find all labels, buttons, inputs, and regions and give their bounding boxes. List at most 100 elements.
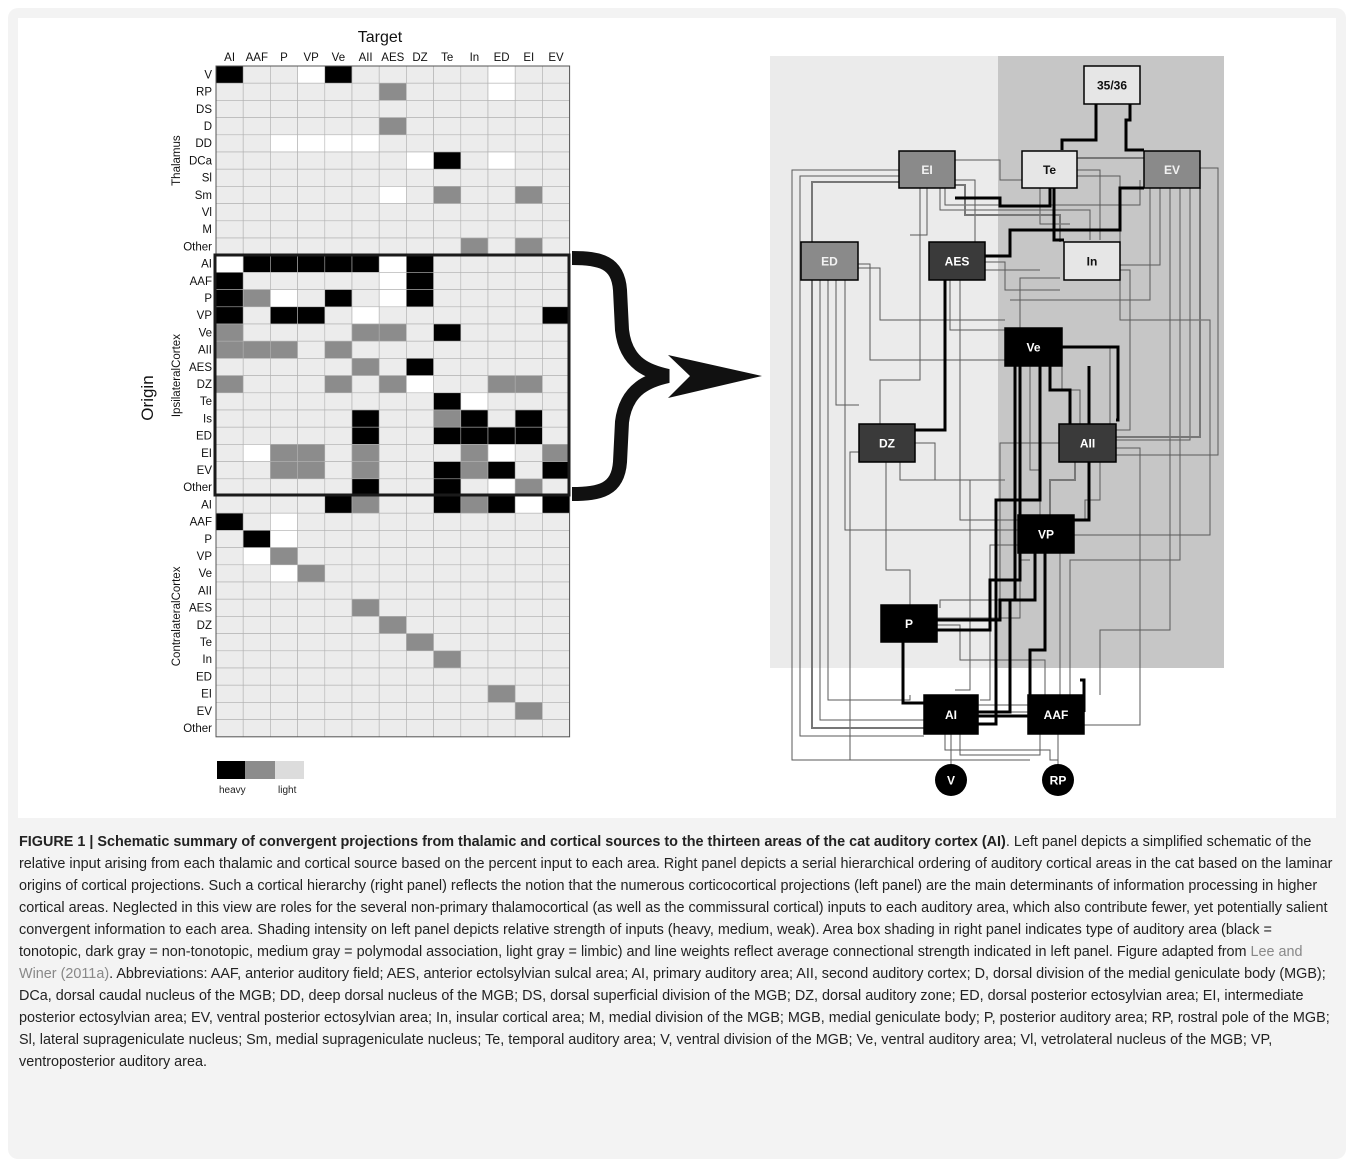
row-label-ipsilateralcortex-vp: VP xyxy=(197,310,213,322)
row-label-contralateralcortex-ed: ED xyxy=(196,671,212,683)
connection-line xyxy=(1116,269,1131,431)
row-label-ipsilateralcortex-te: Te xyxy=(200,396,212,408)
legend-light-swatch xyxy=(275,761,304,779)
target-axis-label: Target xyxy=(358,29,403,46)
connection-line xyxy=(937,366,1017,622)
row-label-contralateralcortex-vp: VP xyxy=(197,551,213,563)
connection-line xyxy=(1074,175,1211,536)
area-node-label: ED xyxy=(821,255,838,269)
connection-line xyxy=(835,280,859,406)
row-label-ipsilateralcortex-ei: EI xyxy=(201,448,212,460)
connection-line xyxy=(1049,462,1076,515)
caption-reference-link[interactable]: Lee and Winer (2011a) xyxy=(19,944,1303,982)
connection-line xyxy=(858,267,1005,321)
row-label-thalamus-m: M xyxy=(202,224,212,236)
connection-line xyxy=(1099,188,1171,695)
area-node-vp: VP xyxy=(1017,514,1075,554)
column-label-te: Te xyxy=(441,52,453,64)
row-label-ipsilateralcortex-dz: DZ xyxy=(197,379,212,391)
row-label-thalamus-d: D xyxy=(204,121,212,133)
connection-line xyxy=(1069,188,1181,695)
connection-line xyxy=(910,188,928,236)
area-node-aes: AES xyxy=(928,241,986,281)
connection-line xyxy=(978,366,1042,726)
area-node-aii: AII xyxy=(1058,423,1117,463)
connection-line xyxy=(901,642,924,705)
area-node-label: RP xyxy=(1050,774,1067,788)
connection-line xyxy=(1010,188,1151,301)
row-label-contralateralcortex-ve: Ve xyxy=(199,568,212,580)
area-node-35-36: 35/36 xyxy=(1083,65,1141,105)
column-label-aii: AII xyxy=(359,52,373,64)
connection-line xyxy=(955,188,1052,208)
connection-line xyxy=(944,734,1058,761)
row-label-ipsilateralcortex-ed: ED xyxy=(196,431,212,443)
row-label-contralateralcortex-ai: AI xyxy=(201,499,212,511)
column-label-ev: EV xyxy=(548,52,564,64)
row-label-thalamus-vl: Vl xyxy=(202,207,212,219)
row-label-contralateralcortex-p: P xyxy=(204,534,212,546)
row-label-thalamus-rp: RP xyxy=(196,87,212,99)
connection-line xyxy=(827,280,911,701)
figure-caption: FIGURE 1 | Schematic summary of converge… xyxy=(19,831,1337,1073)
area-node-label: AII xyxy=(1080,437,1095,451)
row-label-contralateralcortex-in: In xyxy=(202,654,212,666)
area-node-label: VP xyxy=(1038,528,1054,542)
group-label-ipsilateralcortex: IpsilateralCortex xyxy=(171,334,183,417)
connection-line xyxy=(1062,345,1120,422)
area-node-label: AAF xyxy=(1044,708,1069,722)
area-node-ei: EI xyxy=(898,150,956,189)
connection-line xyxy=(955,179,1040,271)
area-node-ve: Ve xyxy=(1004,327,1063,367)
row-label-ipsilateralcortex-aes: AES xyxy=(189,362,212,374)
area-node-label: Te xyxy=(1043,163,1056,177)
connection-line xyxy=(939,188,1091,240)
caption-text-part2: . Abbreviations: AAF, anterior auditory … xyxy=(19,966,1330,1070)
area-node-label: 35/36 xyxy=(1097,79,1127,93)
group-label-thalamus: Thalamus xyxy=(171,135,183,186)
area-node-ed: ED xyxy=(800,241,859,281)
area-node-ai: AI xyxy=(923,694,979,735)
connection-line xyxy=(1116,167,1219,456)
hierarchy-diagram: 35/36 EI Te EV ED AES In Ve DZ AII VP P AI AAF V RP xyxy=(770,56,1224,796)
connection-line xyxy=(1074,366,1091,522)
connection-line xyxy=(858,263,1005,361)
origin-axis-label: Origin xyxy=(138,375,157,420)
legend-heavy-swatch xyxy=(217,761,245,779)
row-label-contralateralcortex-te: Te xyxy=(200,637,212,649)
connection-line xyxy=(1120,188,1161,266)
column-label-aes: AES xyxy=(381,52,404,64)
connection-line xyxy=(1048,366,1072,424)
connection-line xyxy=(959,280,1030,521)
column-label-ve: Ve xyxy=(332,52,345,64)
curly-brace xyxy=(571,251,670,501)
column-label-ed: ED xyxy=(494,52,510,64)
caption-text-part1: . Left panel depicts a simplified schema… xyxy=(19,834,1333,960)
row-label-contralateralcortex-aii: AII xyxy=(198,585,212,597)
area-node-rp: RP xyxy=(1042,764,1074,796)
row-label-contralateralcortex-aes: AES xyxy=(189,603,212,615)
column-label-aaf: AAF xyxy=(246,52,268,64)
area-node-te: Te xyxy=(1021,150,1078,189)
area-node-label: AI xyxy=(945,708,957,722)
caption-title: FIGURE 1 | Schematic summary of converge… xyxy=(19,834,1006,850)
area-node-label: P xyxy=(905,617,913,631)
legend-heavy-label: heavy xyxy=(219,785,246,796)
area-node-aaf: AAF xyxy=(1027,694,1085,735)
connection-line xyxy=(849,451,1030,761)
connection-line xyxy=(799,175,924,737)
connection-line xyxy=(1052,188,1064,242)
row-label-ipsilateralcortex-aaf: AAF xyxy=(190,276,212,288)
row-label-contralateralcortex-ei: EI xyxy=(201,689,212,701)
column-label-ai: AI xyxy=(224,52,235,64)
connection-line xyxy=(819,280,924,721)
area-node-label: EV xyxy=(1164,163,1180,177)
connection-line xyxy=(899,462,971,691)
column-label-in: In xyxy=(470,52,480,64)
connection-line xyxy=(1116,188,1201,438)
connection-line xyxy=(985,261,1060,291)
connection-line xyxy=(937,559,1030,619)
connection-line xyxy=(1077,169,1101,240)
row-label-ipsilateralcortex-aii: AII xyxy=(198,345,212,357)
